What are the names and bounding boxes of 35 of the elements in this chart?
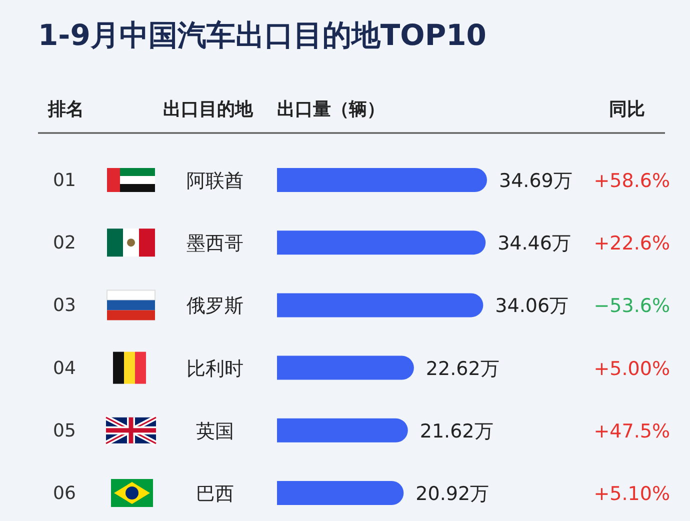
text: 03	[53, 295, 76, 316]
y-tick-label: 巴西	[196, 483, 234, 505]
x-axis-title: 出口量（辆）	[277, 99, 385, 120]
y-axis-title: 出口目的地	[163, 99, 254, 120]
bar	[277, 168, 487, 192]
y-tick-label: 比利时	[186, 358, 244, 380]
data-label: 20.92万	[416, 483, 490, 505]
chart-title: 1-9月中国汽车出口目的地TOP10	[38, 18, 486, 52]
text: 05	[53, 420, 76, 442]
y-tick-label: 俄罗斯	[186, 295, 244, 318]
data-label: 21.62万	[420, 420, 494, 442]
text: 排名	[47, 99, 84, 120]
y-tick-label: 墨西哥	[186, 232, 244, 255]
bar	[277, 293, 484, 318]
text: 01	[53, 170, 76, 191]
text: 同比	[609, 99, 645, 120]
data-label: 34.06万	[495, 295, 569, 318]
y-tick-label: 英国	[196, 420, 234, 442]
bar	[277, 418, 408, 442]
text: −53.6%	[594, 295, 670, 318]
y-tick-label: 阿联酋	[186, 170, 244, 192]
text: +58.6%	[594, 170, 670, 192]
text: +5.10%	[594, 483, 670, 505]
text: 02	[53, 232, 76, 254]
text: 06	[53, 483, 76, 504]
text: 04	[53, 358, 76, 379]
bar	[277, 356, 414, 380]
data-label: 34.46万	[498, 232, 572, 255]
bar	[277, 230, 486, 255]
data-label: 22.62万	[426, 358, 500, 380]
text: +47.5%	[594, 420, 670, 442]
text: +22.6%	[594, 232, 670, 255]
text: +5.00%	[594, 358, 670, 380]
bar	[277, 481, 404, 505]
data-label: 34.69万	[499, 170, 572, 192]
